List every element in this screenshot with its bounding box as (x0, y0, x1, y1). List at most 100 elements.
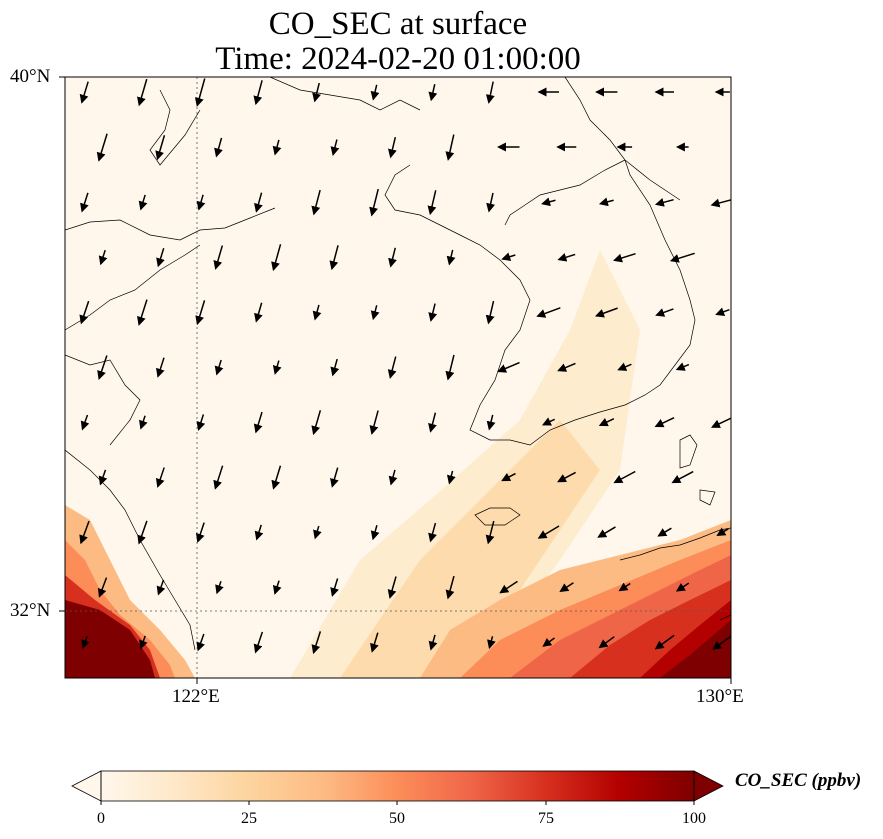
wind-arrow (272, 139, 282, 156)
wind-arrow (669, 252, 695, 263)
lat-label-40n: 40°N (10, 66, 51, 87)
wind-arrow (598, 636, 615, 649)
wind-arrow (428, 83, 438, 102)
wind-arrow (156, 247, 165, 268)
wind-arrow (542, 637, 555, 647)
wind-arrow (79, 300, 90, 325)
wind-arrow (654, 634, 675, 650)
colorbar-tick-75: 75 (538, 810, 554, 827)
wind-arrow (598, 197, 614, 207)
wind-arrow (254, 524, 264, 541)
colorbar-tick-25: 25 (241, 810, 257, 827)
wind-arrow (196, 633, 205, 652)
wind-arrow (156, 357, 165, 378)
wind-arrow (445, 354, 455, 381)
wind-arrow (137, 78, 148, 107)
wind-arrow (594, 307, 618, 318)
wind-arrow (271, 465, 282, 490)
lat-label-32n: 32°N (10, 600, 51, 621)
wind-arrow (446, 470, 456, 485)
wind-arrow (271, 244, 282, 272)
wind-arrow (215, 580, 224, 595)
wind-arrow (98, 469, 108, 486)
wind-arrow (254, 192, 263, 213)
wind-arrow (712, 635, 731, 650)
wind-arrow (428, 303, 438, 322)
wind-arrow (370, 84, 380, 101)
wind-arrow (156, 579, 166, 596)
wind-arrow (213, 245, 224, 270)
concentration-field (65, 77, 731, 678)
wind-arrow (272, 360, 282, 375)
title-line-1: CO_SEC at surface (268, 6, 528, 42)
wind-arrow (501, 472, 516, 482)
wind-arrow (445, 134, 455, 161)
wind-arrow (329, 245, 339, 271)
wind-arrow (155, 135, 166, 161)
wind-arrow (253, 631, 264, 654)
wind-arrow (675, 582, 690, 592)
colorbar-tick-0: 0 (97, 810, 105, 827)
wind-arrow (598, 417, 615, 427)
wind-arrow (214, 359, 224, 376)
wind-arrow (80, 192, 89, 213)
colorbar (71, 770, 724, 805)
wind-arrow (537, 525, 560, 539)
wind-arrow (138, 194, 148, 211)
wind-arrow (675, 362, 690, 371)
wind-arrow (445, 575, 455, 600)
axis-ticks (59, 76, 732, 684)
wind-arrow (213, 465, 224, 490)
wind-arrow (710, 198, 731, 208)
wind-arrow (312, 82, 321, 103)
wind-arrow (369, 188, 379, 217)
wind-arrow (387, 356, 397, 379)
wind-arrow (715, 307, 730, 316)
wind-arrow (139, 415, 148, 430)
colorbar-min-extend (71, 770, 102, 802)
wind-arrow (541, 417, 555, 426)
wind-arrow (559, 582, 574, 593)
lon-label-122e: 122°E (172, 686, 220, 707)
wind-arrow (311, 631, 322, 655)
wind-arrow (485, 81, 495, 104)
wind-arrow (536, 307, 561, 318)
wind-arrow (98, 249, 108, 266)
wind-arrow (196, 194, 206, 211)
wind-arrow (272, 580, 282, 595)
title-line-2: Time: 2024-02-20 01:00:00 (215, 41, 581, 77)
wind-arrow (428, 634, 438, 651)
wind-arrow (370, 525, 380, 541)
wind-arrow (311, 189, 321, 216)
wind-arrow (96, 133, 108, 162)
wind-arrow (654, 417, 675, 428)
wind-arrow (486, 414, 496, 431)
wind-arrow (311, 410, 322, 436)
wind-arrow (557, 362, 576, 372)
wind-arrow (597, 526, 616, 538)
colorbar-tick-50: 50 (389, 810, 405, 827)
wind-arrow (137, 520, 148, 545)
wind-arrow (557, 471, 576, 483)
wind-arrow (387, 576, 397, 599)
gridlines (65, 77, 731, 678)
colorbar-tick-100: 100 (682, 810, 706, 827)
wind-arrow (485, 300, 495, 325)
wind-arrow (613, 252, 636, 263)
wind-arrow (330, 358, 340, 377)
wind-arrow (214, 137, 223, 158)
colorbar-max-extend (693, 770, 724, 802)
wind-arrow (501, 252, 516, 262)
wind-arrow (80, 414, 90, 431)
wind-arrow (486, 192, 496, 213)
wind-arrow (369, 410, 379, 435)
wind-arrow (194, 78, 206, 107)
wind-arrow (155, 467, 165, 488)
wind-arrow (139, 635, 148, 650)
wind-arrow (313, 525, 322, 540)
wind-arrow (428, 412, 437, 433)
wind-arrow (446, 249, 456, 266)
wind-arrow (79, 81, 89, 104)
wind-arrow (370, 305, 380, 321)
wind-arrow (428, 522, 437, 543)
